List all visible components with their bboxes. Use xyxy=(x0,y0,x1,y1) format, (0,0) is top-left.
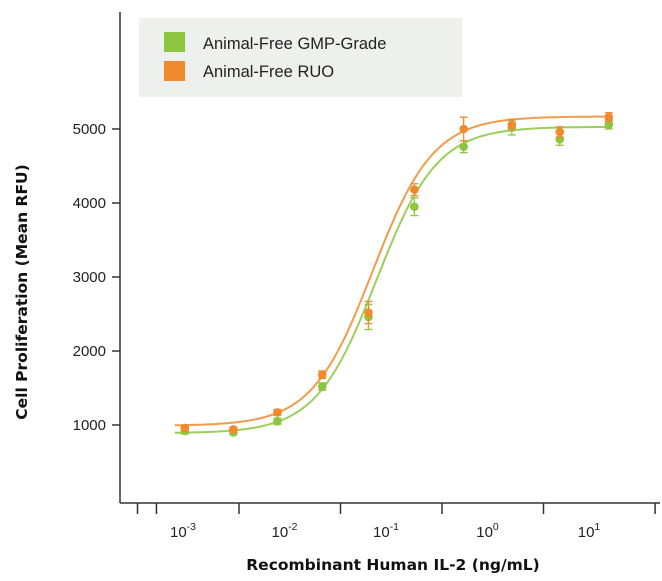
legend-background xyxy=(139,18,462,97)
legend: Animal-Free GMP-Grade Animal-Free RUO xyxy=(139,18,462,97)
fit-curves xyxy=(174,115,611,434)
x-tick-label: 101 xyxy=(578,521,601,541)
x-axis-title: Recombinant Human IL-2 (ng/mL) xyxy=(246,556,539,574)
x-tick-label: 10-2 xyxy=(271,521,297,541)
x-tick-base: 10 xyxy=(578,524,595,541)
x-tick-label: 10-3 xyxy=(170,521,196,541)
x-tick-base: 10 xyxy=(373,524,390,541)
x-tick-base: 10 xyxy=(476,524,493,541)
marker xyxy=(364,308,373,317)
marker xyxy=(555,127,565,137)
marker xyxy=(459,142,468,152)
data-point-animal-free-ruo xyxy=(459,116,468,142)
y-tick-label: 2000 xyxy=(73,343,106,360)
x-tick-exponent: 1 xyxy=(594,521,600,533)
data-point-animal-free-ruo xyxy=(229,425,238,434)
x-tick-exponent: 0 xyxy=(493,521,499,533)
data-point-animal-free-gmp-grade xyxy=(459,140,468,154)
x-tick-label: 10-1 xyxy=(373,521,399,541)
data-point-animal-free-ruo xyxy=(180,423,190,433)
y-axis-title: Cell Proliferation (Mean RFU) xyxy=(13,164,31,419)
x-tick-base: 10 xyxy=(271,524,288,541)
data-point-animal-free-gmp-grade xyxy=(317,382,327,391)
marker xyxy=(459,124,468,134)
marker xyxy=(507,120,517,129)
legend-label-gmp: Animal-Free GMP-Grade xyxy=(203,35,386,53)
data-points xyxy=(180,112,614,437)
data-point-animal-free-ruo xyxy=(364,300,373,325)
marker xyxy=(604,112,614,122)
data-point-animal-free-ruo xyxy=(410,183,419,197)
marker xyxy=(273,417,282,426)
legend-swatch-gmp xyxy=(164,32,185,52)
data-point-animal-free-ruo xyxy=(273,408,282,417)
x-ticks: 10-3 10-2 10-1 100 101 xyxy=(136,503,656,541)
marker xyxy=(317,370,327,379)
data-point-animal-free-ruo xyxy=(507,118,517,131)
x-tick-base: 10 xyxy=(170,524,187,541)
fit-curve-animal-free-ruo xyxy=(174,115,611,427)
data-point-animal-free-gmp-grade xyxy=(273,417,282,426)
x-tick-exponent: -1 xyxy=(390,521,399,533)
y-tick-label: 5000 xyxy=(73,121,106,138)
y-tick-label: 4000 xyxy=(73,195,106,212)
y-ticks: 1000 2000 3000 4000 5000 xyxy=(73,121,120,434)
marker xyxy=(229,425,238,434)
x-tick-exponent: -2 xyxy=(288,521,297,533)
marker xyxy=(273,408,282,417)
legend-swatch-ruo xyxy=(164,61,185,81)
fit-curve-animal-free-gmp-grade xyxy=(174,125,611,434)
marker xyxy=(410,202,419,211)
data-point-animal-free-ruo xyxy=(317,370,327,380)
data-point-animal-free-gmp-grade xyxy=(410,197,419,217)
axes xyxy=(119,12,660,504)
legend-label-ruo: Animal-Free RUO xyxy=(203,63,334,81)
y-tick-label: 1000 xyxy=(73,417,106,434)
marker xyxy=(317,382,327,391)
marker xyxy=(604,120,614,129)
y-tick-label: 3000 xyxy=(73,269,106,286)
data-point-animal-free-ruo xyxy=(555,126,565,138)
x-tick-exponent: -3 xyxy=(187,521,196,533)
x-tick-label: 100 xyxy=(476,521,499,541)
marker xyxy=(410,185,419,194)
data-point-animal-free-ruo xyxy=(604,112,614,123)
marker xyxy=(180,423,190,433)
